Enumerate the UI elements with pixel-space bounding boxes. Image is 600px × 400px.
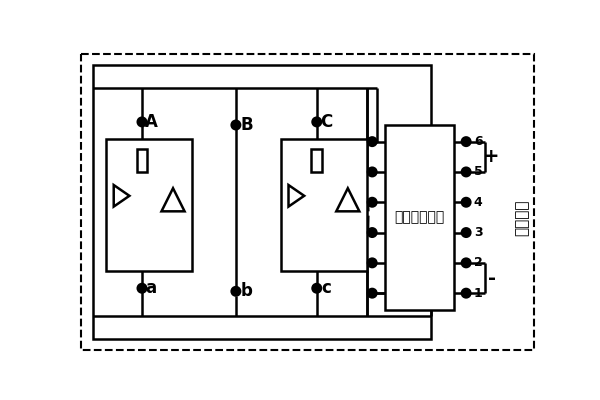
Text: +: + bbox=[483, 147, 500, 166]
Circle shape bbox=[368, 168, 376, 176]
Text: a: a bbox=[146, 279, 157, 297]
Bar bbox=[281, 139, 367, 271]
Text: 过零触发电路: 过零触发电路 bbox=[394, 210, 444, 224]
Text: B: B bbox=[241, 116, 253, 134]
Circle shape bbox=[368, 259, 376, 267]
Text: 控制信号: 控制信号 bbox=[514, 199, 529, 236]
Circle shape bbox=[368, 289, 376, 298]
Text: -: - bbox=[488, 268, 496, 288]
Text: 1: 1 bbox=[474, 287, 482, 300]
Circle shape bbox=[462, 289, 470, 298]
Bar bbox=[137, 148, 148, 172]
Text: 5: 5 bbox=[474, 166, 482, 178]
Circle shape bbox=[313, 284, 321, 292]
Text: c: c bbox=[321, 279, 331, 297]
Circle shape bbox=[313, 118, 321, 126]
Circle shape bbox=[368, 228, 376, 237]
Circle shape bbox=[462, 137, 470, 146]
Bar bbox=[311, 148, 322, 172]
Text: 6: 6 bbox=[474, 135, 482, 148]
Text: 2: 2 bbox=[474, 256, 482, 269]
Circle shape bbox=[368, 198, 376, 206]
Circle shape bbox=[462, 228, 470, 237]
Text: b: b bbox=[241, 282, 253, 300]
Circle shape bbox=[232, 121, 240, 129]
Text: A: A bbox=[145, 113, 158, 131]
Text: 4: 4 bbox=[474, 196, 482, 209]
Bar bbox=[106, 139, 192, 271]
Bar bbox=[385, 125, 454, 310]
Circle shape bbox=[232, 287, 240, 296]
Text: C: C bbox=[320, 113, 332, 131]
Circle shape bbox=[462, 168, 470, 176]
Circle shape bbox=[368, 137, 376, 146]
Circle shape bbox=[138, 118, 146, 126]
Text: 3: 3 bbox=[474, 226, 482, 239]
Bar bbox=[94, 65, 431, 339]
Circle shape bbox=[138, 284, 146, 292]
Circle shape bbox=[462, 198, 470, 206]
Circle shape bbox=[462, 259, 470, 267]
